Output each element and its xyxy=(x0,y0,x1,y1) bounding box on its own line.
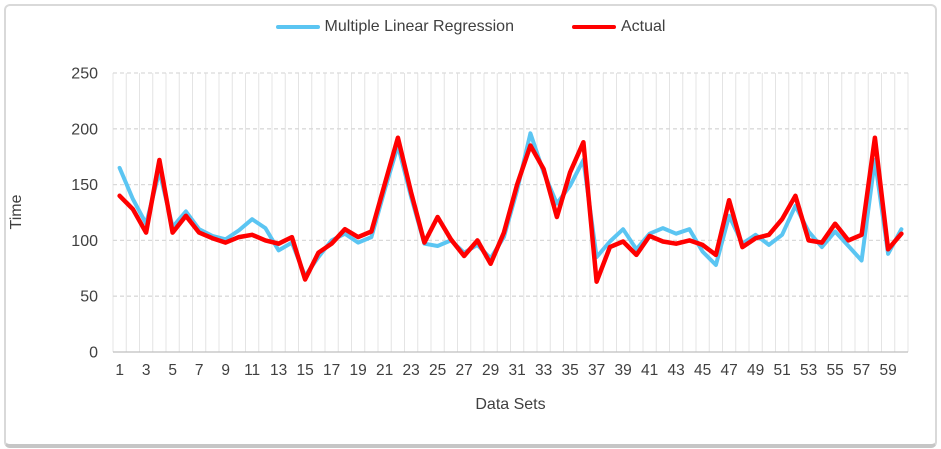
x-tick-label: 35 xyxy=(562,362,579,379)
x-tick-label: 15 xyxy=(297,362,314,379)
chart-legend: Multiple Linear Regression Actual xyxy=(0,18,941,36)
legend-item-regression[interactable]: Multiple Linear Regression xyxy=(275,18,514,36)
x-tick-label: 13 xyxy=(270,362,287,379)
legend-item-actual[interactable]: Actual xyxy=(571,18,666,36)
x-tick-label: 9 xyxy=(221,362,230,379)
x-tick-label: 11 xyxy=(244,362,260,379)
y-tick-label: 0 xyxy=(89,345,98,362)
legend-swatch-regression-icon xyxy=(275,25,320,29)
x-tick-label: 17 xyxy=(323,362,340,379)
y-tick-label: 50 xyxy=(80,289,98,306)
x-tick-label: 37 xyxy=(588,362,605,379)
legend-swatch-actual-icon xyxy=(571,25,616,29)
x-tick-label: 5 xyxy=(168,362,177,379)
x-tick-label: 59 xyxy=(880,362,897,379)
x-tick-label: 25 xyxy=(429,362,446,379)
x-tick-label: 3 xyxy=(142,362,151,379)
x-tick-label: 19 xyxy=(350,362,367,379)
x-tick-label: 43 xyxy=(668,362,685,379)
x-tick-label: 49 xyxy=(747,362,764,379)
y-tick-label: 100 xyxy=(71,233,98,250)
y-tick-label: 200 xyxy=(71,121,98,138)
x-axis-title: Data Sets xyxy=(475,396,546,413)
x-tick-label: 55 xyxy=(827,362,844,379)
x-tick-label: 57 xyxy=(853,362,870,379)
x-tick-label: 53 xyxy=(800,362,817,379)
x-tick-label: 39 xyxy=(615,362,632,379)
x-tick-label: 41 xyxy=(641,362,658,379)
y-tick-label: 250 xyxy=(71,66,98,83)
x-tick-label: 7 xyxy=(195,362,204,379)
legend-label-regression: Multiple Linear Regression xyxy=(324,18,514,35)
x-tick-label: 47 xyxy=(721,362,738,379)
x-tick-label: 1 xyxy=(115,362,124,379)
x-tick-label: 27 xyxy=(456,362,473,379)
series-line-actual xyxy=(117,135,904,284)
x-tick-label: 33 xyxy=(535,362,552,379)
x-tick-label: 23 xyxy=(403,362,420,379)
x-tick-label: 21 xyxy=(376,362,393,379)
x-tick-label: 51 xyxy=(774,362,791,379)
x-tick-label: 31 xyxy=(509,362,526,379)
y-tick-label: 150 xyxy=(71,177,98,194)
legend-label-actual: Actual xyxy=(620,18,666,35)
x-tick-label: 29 xyxy=(482,362,499,379)
x-tick-label: 45 xyxy=(694,362,711,379)
chart-frame-border xyxy=(4,4,937,448)
